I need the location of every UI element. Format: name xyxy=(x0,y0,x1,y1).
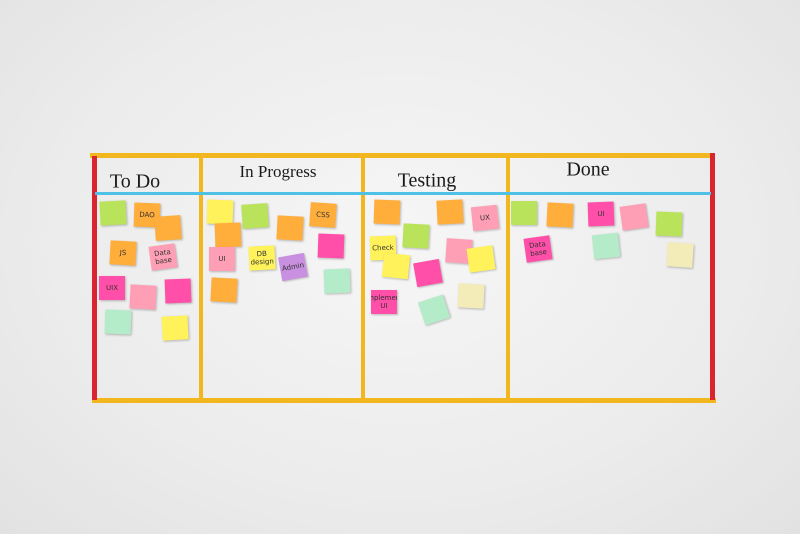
sticky-note xyxy=(591,232,621,260)
sticky-note xyxy=(99,200,127,226)
sticky-note xyxy=(161,315,189,341)
right-tape xyxy=(710,153,715,400)
sticky-note: UI xyxy=(587,201,615,227)
sticky-note xyxy=(511,201,537,225)
sticky-note: Data base xyxy=(523,235,553,263)
sticky-note: Data base xyxy=(148,243,178,271)
sticky-note: UX xyxy=(470,204,500,232)
sticky-note xyxy=(466,245,496,273)
sticky-note xyxy=(457,283,485,309)
sticky-note: Implement UI xyxy=(371,290,397,314)
sticky-note xyxy=(381,252,411,280)
sticky-note xyxy=(413,258,443,288)
sticky-note xyxy=(655,211,683,237)
sticky-note: UIX xyxy=(99,276,125,300)
sticky-note: Admin xyxy=(278,252,308,282)
sticky-note xyxy=(154,215,182,241)
column-title: Testing xyxy=(397,169,457,192)
sticky-note: JS xyxy=(109,240,137,266)
header-line xyxy=(95,192,711,195)
sticky-note xyxy=(129,284,157,310)
column-title: In Progress xyxy=(239,162,317,181)
sticky-note xyxy=(206,199,234,225)
sticky-note xyxy=(546,202,574,228)
sticky-note xyxy=(214,222,242,248)
column-divider xyxy=(199,156,203,400)
sticky-note xyxy=(373,199,401,225)
sticky-note xyxy=(104,309,132,335)
column-title: To Do xyxy=(109,170,161,193)
column-divider xyxy=(506,156,510,400)
sticky-note xyxy=(210,277,238,303)
column-divider xyxy=(361,156,365,400)
sticky-note: CSS xyxy=(309,202,337,228)
column-title: Done xyxy=(566,158,610,181)
sticky-note: DB design xyxy=(248,245,276,271)
sticky-note xyxy=(619,203,649,231)
sticky-note xyxy=(417,294,451,326)
top-tape xyxy=(90,153,714,158)
sticky-note xyxy=(317,233,345,259)
sticky-note xyxy=(666,242,694,268)
left-tape xyxy=(92,156,97,400)
sticky-note: UI xyxy=(209,247,235,271)
sticky-note xyxy=(276,215,304,241)
sticky-note xyxy=(402,223,430,249)
bottom-tape xyxy=(92,398,716,403)
sticky-note xyxy=(436,199,464,225)
sticky-note xyxy=(164,278,192,304)
sticky-note xyxy=(323,268,351,294)
sticky-note xyxy=(241,203,269,229)
